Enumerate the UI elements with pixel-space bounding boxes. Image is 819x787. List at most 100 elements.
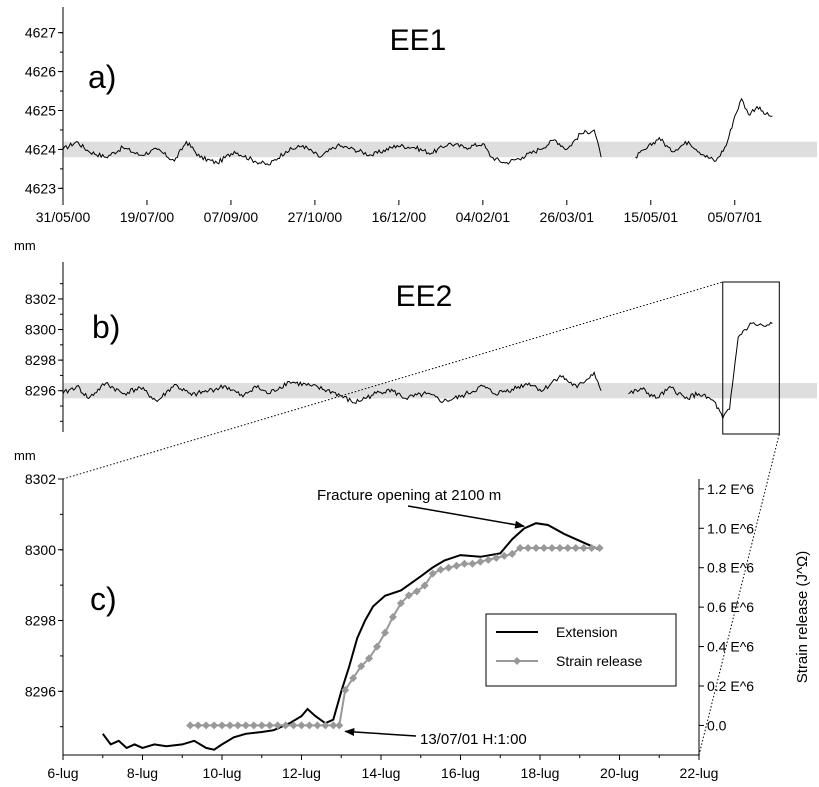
reference-band — [63, 141, 817, 158]
strain-release-point — [532, 544, 541, 552]
x-tick-label: 18-lug — [521, 765, 560, 781]
strain-release-point — [388, 613, 397, 621]
strain-release-point — [436, 565, 445, 574]
y-tick-label: 8300 — [25, 542, 56, 558]
series-extension-line — [101, 522, 601, 751]
strain-release-point — [218, 721, 226, 730]
y-tick-label: 8296 — [25, 683, 56, 699]
zoom-connector-left — [62, 281, 723, 480]
strain-release-point — [194, 721, 203, 730]
y2-tick-label: 0.2 E^6 — [707, 678, 754, 694]
legend-box — [485, 613, 677, 687]
y-tick-label: 8298 — [25, 352, 56, 368]
legend: Extension Strain release — [485, 613, 677, 687]
strain-release-point — [249, 721, 258, 730]
y-tick-label: 4627 — [25, 25, 56, 41]
y-tick-label: 4626 — [25, 64, 56, 80]
strain-release-point — [555, 544, 564, 552]
series-line — [62, 321, 773, 420]
strain-release-point — [365, 654, 374, 663]
panel-b: mm 8296 8298 8300 8302 EE2 b) — [14, 238, 817, 435]
strain-release-point — [539, 544, 548, 552]
strain-release-point — [341, 685, 350, 694]
strain-release-point — [186, 721, 195, 730]
strain-release-point — [349, 674, 358, 683]
annotation-fracture: Fracture opening at 2100 m — [317, 487, 501, 504]
strain-release-point — [297, 721, 306, 730]
x-tick-label: 14-lug — [362, 765, 401, 781]
strain-release-point — [335, 721, 344, 730]
strain-release-point — [444, 563, 453, 572]
strain-release-point — [500, 551, 509, 560]
strain-release-point — [476, 557, 485, 566]
x-tick-label: 20-lug — [600, 765, 639, 781]
strain-release-point — [579, 544, 588, 552]
strain-release-point — [373, 642, 382, 651]
panel-title: EE2 — [396, 280, 453, 313]
zoom-connector-right — [698, 433, 780, 756]
legend-marker-strain-release — [513, 657, 521, 665]
strain-release-point — [508, 549, 517, 558]
panel-c: mm 8296 8298 8300 8302 0.0 0.2 E^6 0.4 E^6 0.6 E… — [14, 448, 811, 781]
strain-release-point — [587, 544, 596, 552]
strain-release-point — [202, 721, 211, 730]
y-tick-label: 8296 — [25, 383, 56, 399]
annotation-fracture-arrow — [407, 505, 526, 529]
x-tick-label: 15/05/01 — [624, 209, 679, 225]
strain-release-point — [571, 544, 580, 552]
y-tick-label: 4623 — [25, 180, 56, 196]
strain-release-point — [460, 559, 469, 568]
annotation-onset: 13/07/01 H:1:00 — [420, 731, 527, 748]
strain-release-point — [321, 721, 330, 730]
strain-release-point — [233, 721, 242, 730]
strain-release-point — [428, 569, 437, 578]
panel-title: EE1 — [390, 24, 447, 57]
strain-release-point — [484, 555, 493, 564]
strain-release-point — [210, 721, 219, 730]
x-tick-label: 16-lug — [441, 765, 480, 781]
y-tick-label: 4624 — [25, 141, 56, 157]
x-tick-label: 27/10/00 — [288, 209, 343, 225]
strain-release-point — [225, 721, 234, 730]
y-tick-label: 8302 — [25, 471, 56, 487]
strain-release-point — [563, 544, 572, 552]
x-tick-label: 8-lug — [127, 765, 158, 781]
strain-release-point — [516, 544, 525, 552]
panel-a: mm4623462446254626462731/05/0019/07/0007… — [25, 7, 817, 225]
zoom-connector-lines — [62, 281, 780, 756]
y2-tick-label: 0.6 E^6 — [707, 599, 754, 615]
reference-band — [63, 383, 817, 399]
x-tick-label: 19/07/00 — [120, 209, 175, 225]
panel-label: b) — [92, 309, 120, 345]
annotation-onset-arrow — [344, 728, 417, 737]
strain-release-point — [281, 721, 290, 730]
strain-release-point — [265, 721, 274, 730]
y2-tick-label: 1.0 E^6 — [707, 520, 754, 536]
strain-release-point — [492, 553, 501, 562]
strain-release-point — [273, 721, 282, 730]
legend-label-extension: Extension — [556, 624, 617, 640]
strain-release-point — [396, 599, 405, 608]
strain-release-point — [452, 561, 461, 570]
strain-release-point — [305, 721, 314, 730]
x-tick-label: 04/02/01 — [456, 209, 511, 225]
series-line — [62, 97, 773, 166]
x-tick-label: 10-lug — [203, 765, 242, 781]
y-tick-label: 8302 — [25, 291, 56, 307]
x-tick-label: 05/07/01 — [707, 209, 762, 225]
x-tick-label: 16/12/00 — [372, 209, 427, 225]
strain-release-point — [420, 581, 429, 590]
x-tick-label: 26/03/01 — [540, 209, 595, 225]
x-tick-label: 6-lug — [47, 765, 78, 781]
strain-release-point — [404, 591, 413, 600]
strain-release-point — [468, 559, 477, 568]
y2-tick-label: 0.8 E^6 — [707, 560, 754, 576]
strain-release-point — [289, 721, 298, 730]
y2-tick-label: 1.2 E^6 — [707, 481, 754, 497]
strain-release-point — [329, 721, 338, 730]
strain-release-point — [524, 544, 533, 552]
x-tick-label: 22-lug — [680, 765, 719, 781]
strain-release-point — [380, 628, 389, 637]
y-axis-unit: mm — [14, 238, 36, 253]
